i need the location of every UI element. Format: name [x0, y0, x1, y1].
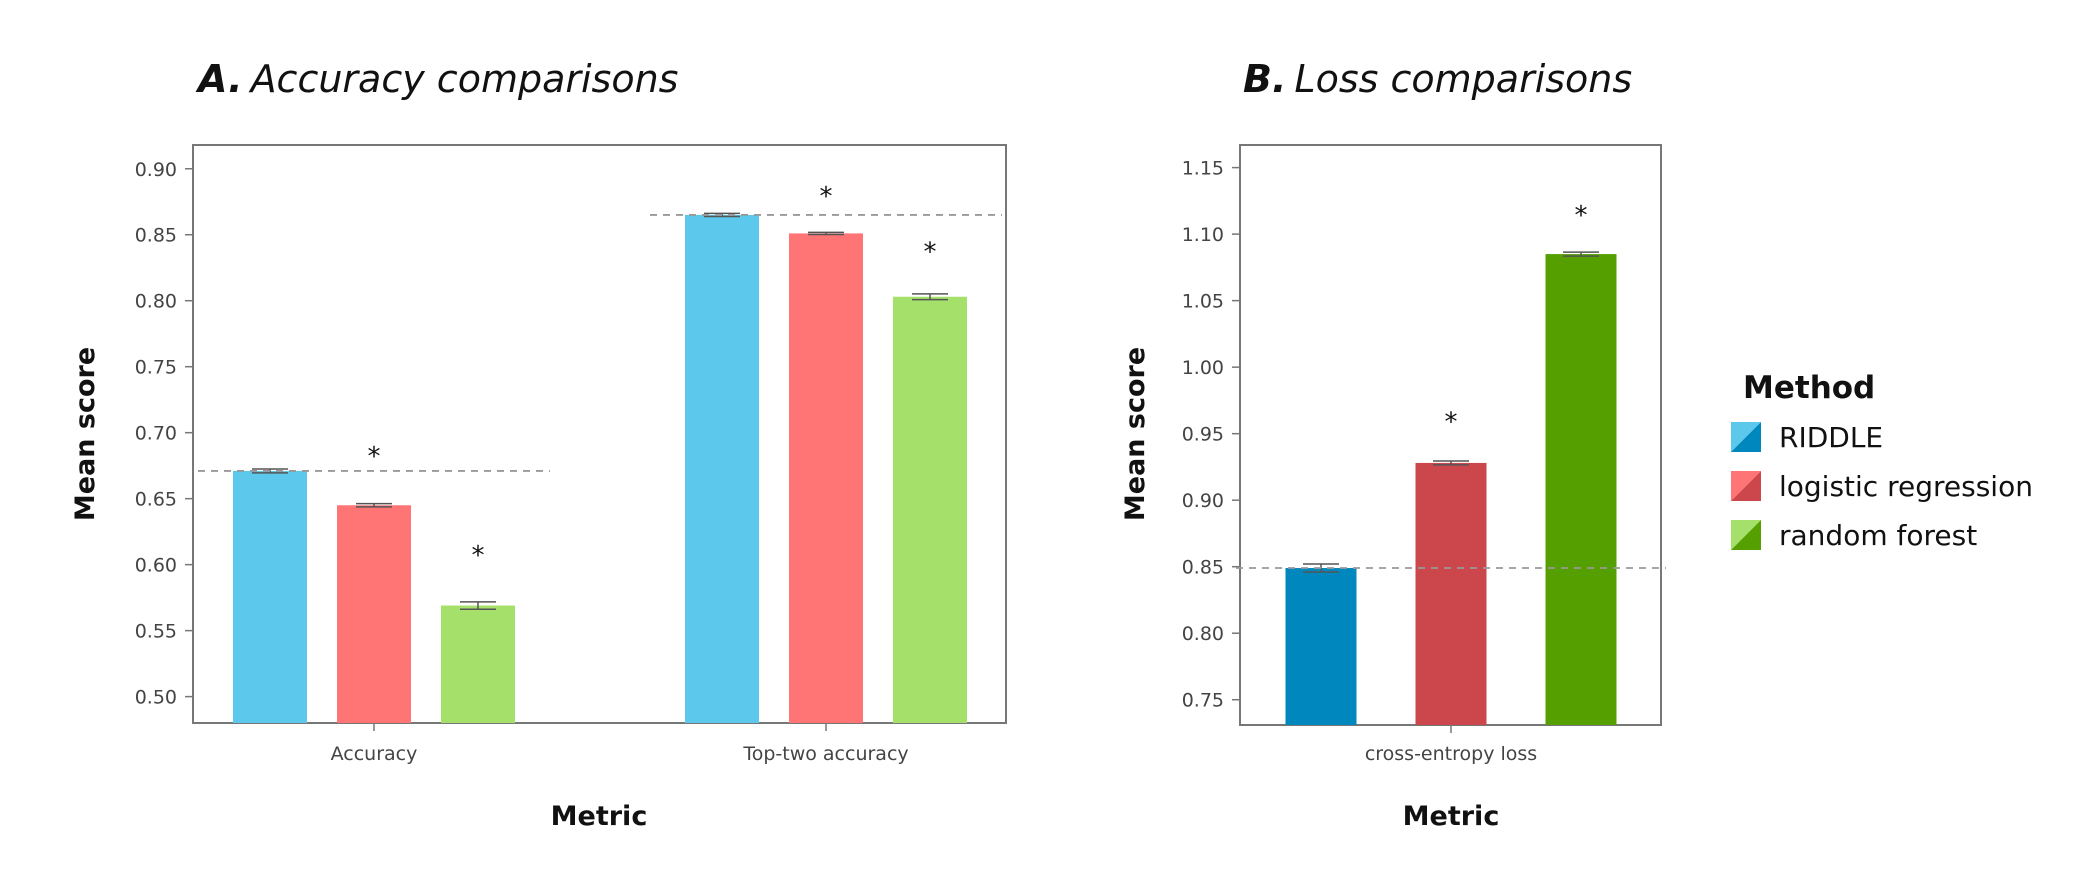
panel-a-significance-star: *	[924, 238, 937, 268]
panel-b-plot-content: 0.75 0.80 0.85 0.90 0.95 1.00 1.05 1.10 1.15 cros…	[1182, 158, 1666, 765]
panel-b-significance-star: *	[1445, 407, 1458, 437]
panel-a-significance-star: *	[820, 182, 833, 212]
panel-a-plot-content: 0.50 0.55 0.60 0.65 0.70 0.75 0.80 0.85 0.90 Accu…	[135, 159, 1002, 765]
panel-a-bar-random-forest	[893, 296, 967, 723]
panel-b-bar-logistic-regression	[1415, 462, 1487, 725]
panel-a-bar-random-forest	[441, 605, 515, 723]
panel-a-accuracy-chart: A. Accuracy comparisons 0.500.550.600.650…	[70, 57, 1007, 832]
panel-a-plot-frame	[192, 144, 1007, 724]
legend-title: Method	[1743, 370, 1875, 406]
panel-b-y-tick-label: 1.15	[1182, 158, 1224, 180]
panel-a-significance-star: *	[472, 541, 485, 571]
panel-a-bar-riddle	[685, 214, 759, 723]
panel-a-y-tick-label: 0.85	[135, 225, 177, 247]
panel-a-x-axis-title: Metric	[551, 801, 648, 832]
panel-a-y-tick-label: 0.70	[135, 423, 177, 445]
panel-a-bar-riddle	[233, 470, 307, 723]
panel-a-y-tick-label: 0.50	[135, 687, 177, 709]
legend-label-logistic-regression: logistic regression	[1779, 470, 2033, 503]
panel-b-y-tick-label: 0.90	[1182, 490, 1224, 512]
panel-b-loss-chart: B. Loss comparisons 0.75 0.80 0.85 0.90 0.95 1…	[1120, 57, 1666, 832]
panel-b-y-tick-label: 0.75	[1182, 690, 1224, 712]
panel-a-y-tick-label: 0.55	[135, 621, 177, 643]
legend-swatch-dark	[1731, 471, 1761, 501]
panel-a-y-axis-title: Mean score	[70, 347, 101, 521]
panel-b-letter: B.	[1243, 57, 1286, 101]
panel-a-y-tick-label: 0.80	[135, 291, 177, 313]
panel-a-y-tick-label: 0.75	[135, 357, 177, 379]
panel-a-x-tick-label: Top-two accuracy	[742, 743, 908, 765]
legend-label-riddle: RIDDLE	[1779, 421, 1883, 454]
panel-a-bar-logistic-regression	[337, 505, 411, 723]
panel-b-significance-star: *	[1575, 201, 1588, 231]
panel-a-x-tick-label: Accuracy	[331, 743, 418, 765]
panel-b-y-tick-label: 0.80	[1182, 623, 1224, 645]
legend-label-random-forest: random forest	[1779, 519, 1977, 552]
panel-b-y-tick-label: 1.05	[1182, 291, 1224, 313]
panel-b-y-axis-title: Mean score	[1120, 347, 1151, 521]
panel-b-y-tick-label: 0.95	[1182, 424, 1224, 446]
panel-a-title-text: Accuracy comparisons	[248, 57, 679, 101]
panel-b-x-tick-label: cross-entropy loss	[1365, 743, 1537, 765]
panel-b-title-text: Loss comparisons	[1294, 57, 1632, 101]
legend-items: RIDDLE logistic regression random forest	[1731, 421, 2033, 552]
panel-b-y-tick-label: 0.85	[1182, 557, 1224, 579]
legend-swatch-dark	[1731, 422, 1761, 452]
legend: Method RIDDLE logistic regression random f…	[1731, 370, 2033, 552]
panel-a-title: A. Accuracy comparisons	[195, 57, 678, 101]
panel-b-title: B. Loss comparisons	[1243, 57, 1632, 101]
panel-a-y-tick-label: 0.90	[135, 159, 177, 181]
panel-b-y-tick-label: 1.10	[1182, 224, 1224, 246]
panel-b-y-tick-label: 1.00	[1182, 357, 1224, 379]
panel-a-significance-star: *	[368, 442, 381, 472]
panel-a-bar-logistic-regression	[789, 233, 863, 723]
panel-b-bar-random-forest	[1545, 254, 1617, 725]
panel-a-letter: A.	[195, 57, 243, 101]
panel-b-bar-riddle	[1285, 568, 1357, 725]
panel-a-y-tick-label: 0.65	[135, 489, 177, 511]
panel-b-x-axis-title: Metric	[1403, 801, 1500, 832]
legend-swatch-dark	[1731, 520, 1761, 550]
panel-a-y-tick-label: 0.60	[135, 555, 177, 577]
